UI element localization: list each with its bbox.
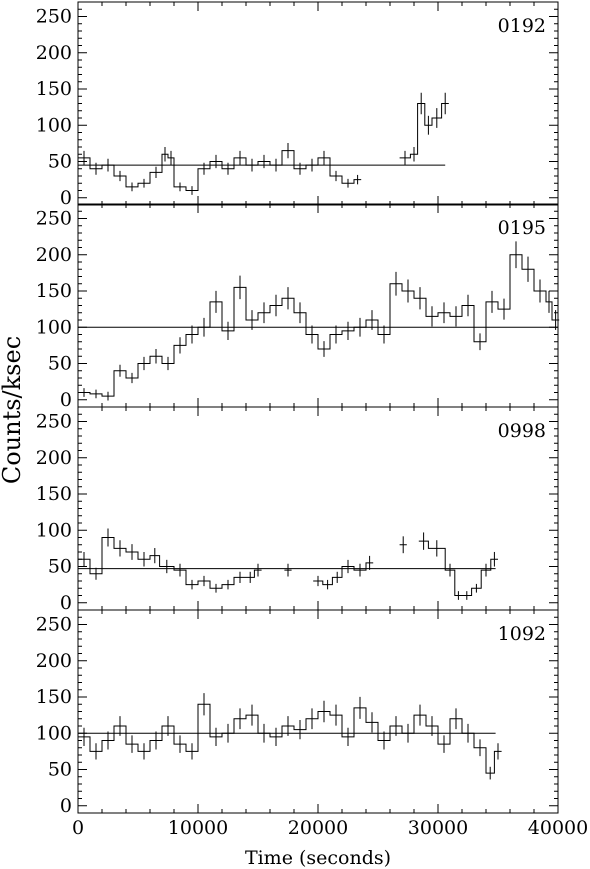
y-tick-label: 0 [60, 592, 72, 614]
y-tick-label: 50 [48, 556, 72, 578]
light-curve-series [78, 254, 560, 397]
x-tick-label: 20000 [288, 817, 348, 839]
y-tick-label: 200 [36, 42, 72, 64]
panel-0192: 0 50 100 150 200 250 0192 [36, 1, 559, 209]
x-tick-label: 10000 [168, 817, 228, 839]
light-curve-series [78, 537, 498, 596]
y-tick-label: 250 [36, 614, 72, 636]
x-axis-title: Time (seconds) [245, 847, 391, 869]
panel-label: 1092 [498, 623, 546, 645]
y-tick-label: 150 [36, 686, 72, 708]
y-tick-label: 150 [36, 280, 72, 302]
y-tick-label: 200 [36, 447, 72, 469]
x-tick-label: 0 [72, 817, 84, 839]
y-tick-label: 50 [48, 151, 72, 173]
panel-1092: 0 50 100 150 200 250 1092 [36, 609, 559, 817]
y-tick-label: 0 [60, 187, 72, 209]
y-tick-label: 50 [48, 353, 72, 375]
panel-label: 0195 [498, 217, 546, 239]
panel-label: 0998 [498, 420, 546, 442]
y-tick-label: 100 [36, 316, 72, 338]
y-tick-label: 200 [36, 650, 72, 672]
y-tick-label: 250 [36, 208, 72, 230]
y-tick-label: 50 [48, 759, 72, 781]
y-tick-label: 150 [36, 78, 72, 100]
y-tick-label: 100 [36, 519, 72, 541]
y-tick-label: 100 [36, 722, 72, 744]
y-tick-label: 0 [60, 389, 72, 411]
x-tick-label: 40000 [528, 817, 588, 839]
panel-label: 0192 [498, 15, 546, 37]
panel-0195: 0 50 100 150 200 250 0195 [36, 203, 560, 411]
panel-0998: 0 50 100 150 200 250 0998 [36, 406, 559, 614]
y-tick-label: 250 [36, 411, 72, 433]
y-tick-label: 0 [60, 795, 72, 817]
x-tick-label: 30000 [408, 817, 468, 839]
light-curve-series [78, 703, 502, 774]
y-axis-title: Counts/ksec [0, 336, 26, 484]
y-tick-label: 100 [36, 114, 72, 136]
light-curve-series [78, 103, 449, 191]
y-tick-label: 250 [36, 6, 72, 28]
y-tick-label: 200 [36, 244, 72, 266]
y-tick-label: 150 [36, 483, 72, 505]
